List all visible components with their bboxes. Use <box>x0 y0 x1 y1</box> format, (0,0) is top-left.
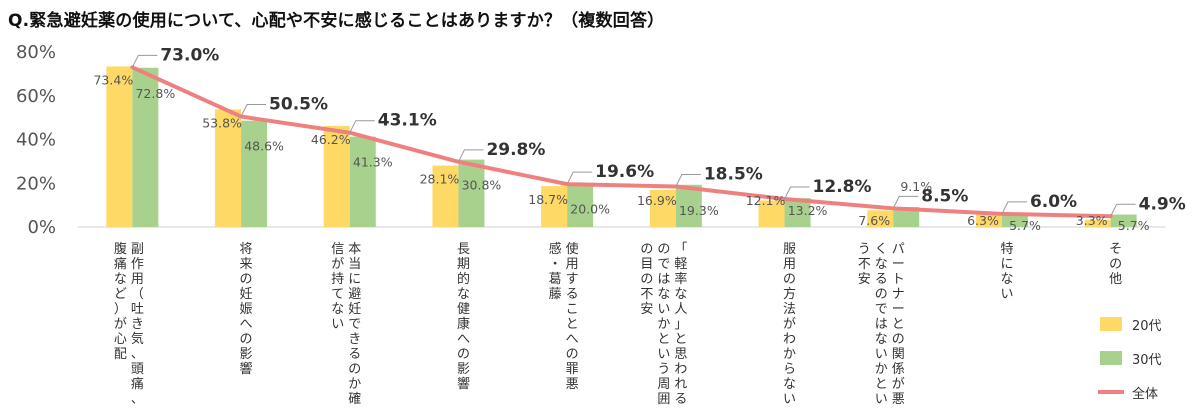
y-tick-label: 20% <box>16 173 56 194</box>
legend-label: 20代 <box>1132 319 1162 334</box>
total-leader-line <box>1001 201 1027 215</box>
total-leader-line <box>240 104 267 117</box>
category-label: 本当に避妊できるのか確 <box>348 242 361 407</box>
total-data-label: 50.5% <box>269 95 328 115</box>
bar-label-20s: 46.2% <box>311 132 351 147</box>
total-leader-line <box>784 186 810 200</box>
bar-30s <box>567 183 594 227</box>
bar-label-20s: 18.7% <box>528 192 568 207</box>
total-data-label: 12.8% <box>813 177 872 197</box>
bar-30s <box>458 159 485 227</box>
category-label: う不安 <box>858 242 871 287</box>
category-label: 特にない <box>1000 242 1013 302</box>
total-data-label: 18.5% <box>704 165 763 185</box>
category-label: その他 <box>1109 242 1122 287</box>
bar-label-20s: 7.6% <box>858 213 890 228</box>
bar-30s <box>132 67 159 227</box>
bar-label-20s: 73.4% <box>93 72 133 87</box>
total-leader-line <box>566 171 593 185</box>
bar-label-30s: 41.3% <box>353 155 393 170</box>
category-label: 感・葛藤 <box>549 241 562 302</box>
bar-label-30s: 30.8% <box>462 178 502 193</box>
y-tick-label: 40% <box>16 130 56 151</box>
bar-label-20s: 3.3% <box>1076 213 1108 228</box>
bar-label-30s: 5.7% <box>1009 218 1041 233</box>
category-label: 長期的な健康への影響 <box>457 242 470 392</box>
legend-label: 30代 <box>1132 353 1162 368</box>
bar-30s <box>1001 214 1028 227</box>
total-data-label: 29.8% <box>486 140 545 160</box>
chart-title: Q.緊急避妊薬の使用について、心配や不安に感じることはありますか？（複数回答） <box>8 11 665 31</box>
legend-swatch <box>1100 351 1122 365</box>
bar-label-30s: 13.2% <box>788 203 828 218</box>
line-total <box>130 65 1113 219</box>
y-tick-label: 0% <box>27 217 56 238</box>
total-data-label: 4.9% <box>1139 194 1186 214</box>
bar-20s <box>541 186 568 227</box>
total-leader-line <box>892 195 919 209</box>
total-data-label: 8.5% <box>921 186 968 206</box>
bar-20s <box>106 66 133 227</box>
bar-30s <box>241 120 268 227</box>
bar-label-20s: 28.1% <box>420 172 460 187</box>
bar-label-20s: 6.3% <box>967 213 999 228</box>
bar-30s <box>675 184 702 227</box>
bar-label-30s: 20.0% <box>570 201 610 216</box>
bar-20s <box>649 190 676 227</box>
bar-label-20s: 16.9% <box>637 193 677 208</box>
bar-label-20s: 53.8% <box>202 115 242 130</box>
category-label: 信が持てない <box>331 242 344 332</box>
category-label: の目の不安 <box>640 242 653 317</box>
total-leader-line <box>131 54 158 68</box>
total-leader-line <box>1110 203 1136 217</box>
bar-label-30s: 5.7% <box>1118 218 1150 233</box>
category-label: 腹痛など）が心配 <box>114 241 127 362</box>
total-data-label: 73.0% <box>160 45 219 65</box>
total-leader-line <box>675 174 701 187</box>
bar-label-30s: 19.3% <box>679 203 719 218</box>
bar-label-30s: 72.8% <box>135 86 175 101</box>
total-leader-line <box>458 149 484 163</box>
category-label: 将来の妊娠への影響 <box>240 242 253 377</box>
legend-swatch <box>1100 317 1122 331</box>
category-label: 副作用（吐き気、頭痛、 <box>131 242 144 407</box>
bar-30s <box>784 198 811 227</box>
y-tick-label: 60% <box>16 86 56 107</box>
total-data-label: 43.1% <box>378 111 437 131</box>
bar-20s <box>975 213 1002 227</box>
legend-label: 全体 <box>1132 386 1158 402</box>
total-data-label: 19.6% <box>595 162 654 182</box>
bar-20s <box>432 165 459 227</box>
bar-30s <box>893 207 920 227</box>
y-tick-label: 80% <box>16 42 56 63</box>
bar-20s <box>758 200 785 227</box>
bar-30s <box>349 136 376 227</box>
category-label: パートナーとの関係が悪 <box>892 242 905 407</box>
category-label: のではないかという周囲 <box>657 242 670 407</box>
bar-20s <box>1084 219 1111 227</box>
bar-label-20s: 12.1% <box>746 193 786 208</box>
bar-label-30s: 9.1% <box>900 179 932 194</box>
total-leader-line <box>349 120 375 133</box>
bar-label-30s: 48.6% <box>244 139 284 154</box>
category-label: 服用の方法がわからない <box>783 242 796 407</box>
category-label: 「軽率な人」と思われる <box>674 242 687 407</box>
category-label: 使用することへの罪悪 <box>566 241 579 392</box>
bar-30s <box>1110 214 1137 227</box>
total-data-label: 6.0% <box>1030 192 1077 212</box>
category-label: くなるのではないかとい <box>875 242 888 407</box>
bar-20s <box>323 125 350 227</box>
bar-20s <box>867 210 894 227</box>
bar-20s <box>215 109 242 227</box>
